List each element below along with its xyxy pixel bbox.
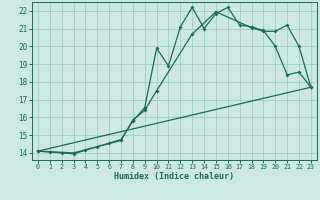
X-axis label: Humidex (Indice chaleur): Humidex (Indice chaleur) [115,172,234,181]
